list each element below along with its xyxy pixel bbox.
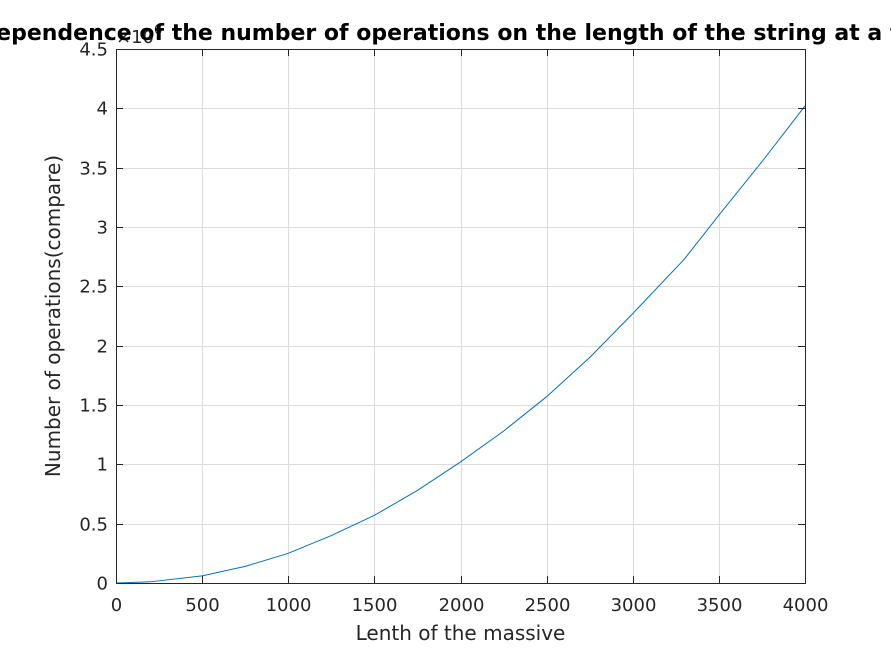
y-tick-label: 1 — [97, 455, 108, 476]
y-tick-label: 4.5 — [79, 40, 108, 61]
y-exponent-power: 6 — [154, 23, 162, 38]
y-tick-label: 4 — [97, 99, 108, 120]
x-tick-label: 500 — [185, 595, 219, 616]
chart-title: Dependence of the number of operations o… — [0, 21, 891, 46]
x-tick-label: 3000 — [611, 595, 657, 616]
y-tick-label: 2.5 — [79, 277, 108, 298]
series-line — [115, 105, 806, 584]
ticks — [116, 49, 806, 584]
x-tick-label: 2000 — [439, 595, 485, 616]
y-exponent-base: ×10 — [116, 27, 154, 48]
y-tick-label: 3.5 — [79, 159, 108, 180]
x-tick-label: 0 — [111, 595, 122, 616]
series-layer — [115, 105, 806, 584]
y-tick-label: 0.5 — [79, 515, 108, 536]
x-tick-label: 3500 — [697, 595, 743, 616]
y-tick-label: 0 — [97, 574, 108, 595]
x-tick-label: 1500 — [352, 595, 398, 616]
y-axis-label: Number of operations(compare) — [41, 155, 65, 477]
tick-labels: 0 500 1000 1500 2000 2500 3000 3500 4000 0 0.5 1 1.5… — [79, 40, 828, 617]
x-tick-label: 1000 — [266, 595, 312, 616]
y-tick-label: 3 — [97, 218, 108, 239]
y-tick-label: 1.5 — [79, 396, 108, 417]
y-tick-label: 2 — [97, 337, 108, 358]
y-exponent-label: ×106 — [116, 23, 162, 48]
x-tick-label: 2500 — [525, 595, 571, 616]
plot-area — [116, 49, 805, 583]
x-tick-label: 4000 — [783, 595, 829, 616]
x-axis-label: Lenth of the massive — [356, 621, 566, 645]
